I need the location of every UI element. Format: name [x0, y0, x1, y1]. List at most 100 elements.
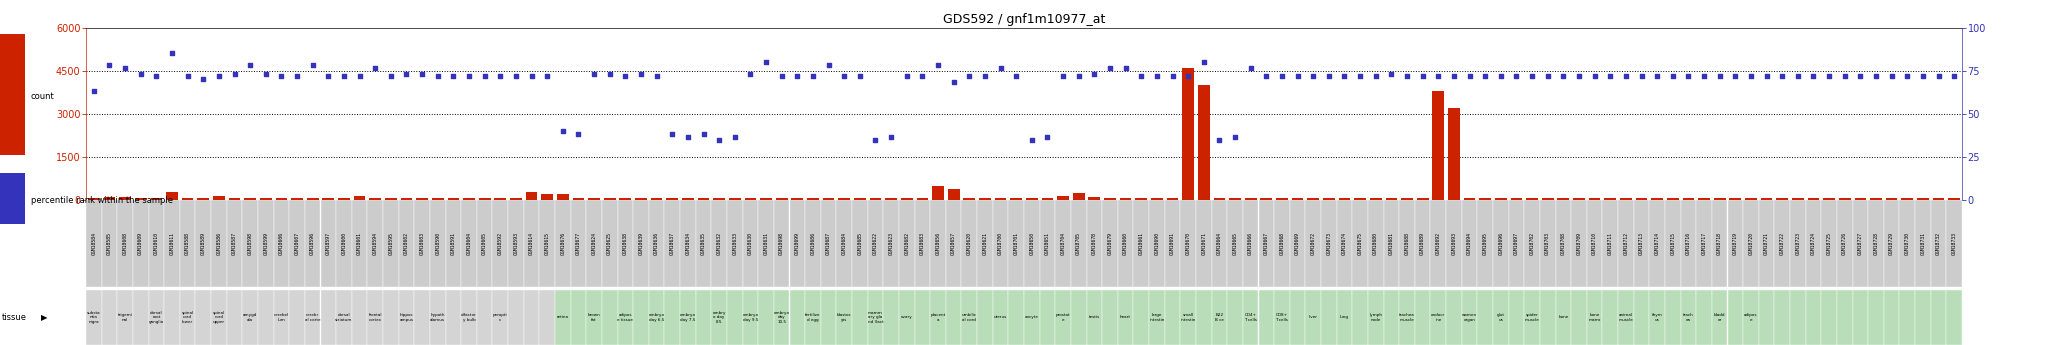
Bar — [1321, 200, 1337, 287]
Bar — [805, 200, 821, 287]
Bar — [1102, 290, 1118, 345]
Text: GSM18695: GSM18695 — [1483, 232, 1487, 255]
Text: animal
muscle: animal muscle — [1618, 313, 1632, 322]
Bar — [383, 200, 399, 287]
Bar — [1198, 85, 1210, 200]
Bar — [1571, 290, 1587, 345]
Text: uterus: uterus — [993, 315, 1008, 319]
Bar — [213, 196, 225, 200]
Bar — [979, 198, 991, 200]
Text: GSM18697: GSM18697 — [1513, 232, 1520, 255]
Bar — [571, 290, 586, 345]
Point — [516, 74, 549, 79]
Bar — [1665, 290, 1681, 345]
Bar — [1602, 200, 1618, 287]
Bar — [1509, 290, 1524, 345]
Text: GSM18669: GSM18669 — [1294, 232, 1300, 255]
Bar — [367, 290, 383, 345]
Text: preopti
c: preopti c — [494, 313, 508, 322]
Bar — [1634, 200, 1649, 287]
Bar — [1024, 290, 1040, 345]
Point — [483, 74, 516, 79]
Bar — [477, 200, 492, 287]
Text: GSM18585: GSM18585 — [106, 232, 113, 255]
Text: GSM18625: GSM18625 — [606, 232, 612, 255]
Bar — [899, 200, 915, 287]
Text: GSM18725: GSM18725 — [1827, 232, 1831, 255]
Text: GSM18587: GSM18587 — [231, 232, 238, 255]
Bar — [1618, 290, 1634, 345]
Bar — [211, 290, 227, 345]
Bar — [1464, 198, 1475, 200]
Bar — [1806, 290, 1821, 345]
Point — [891, 74, 924, 79]
Bar — [195, 290, 211, 345]
Bar — [758, 290, 774, 345]
Point — [1751, 74, 1784, 79]
Text: GSM18719: GSM18719 — [1733, 232, 1739, 255]
Bar — [745, 198, 756, 200]
Text: GSM18704: GSM18704 — [1061, 232, 1065, 255]
Bar — [1274, 290, 1290, 345]
Text: GSM18701: GSM18701 — [1014, 232, 1018, 255]
Text: GSM18597: GSM18597 — [326, 232, 332, 255]
Point — [922, 62, 954, 68]
Point — [688, 131, 721, 137]
Bar — [1087, 290, 1102, 345]
Bar — [946, 200, 961, 287]
Point — [172, 74, 205, 79]
Bar — [195, 200, 211, 287]
Point — [358, 65, 391, 71]
Bar — [1868, 290, 1884, 345]
Bar — [1901, 198, 1913, 200]
Bar — [1133, 200, 1149, 287]
Text: GSM18611: GSM18611 — [170, 232, 174, 255]
Bar — [479, 198, 492, 200]
Text: GSM18708: GSM18708 — [1561, 232, 1567, 255]
Bar — [993, 200, 1008, 287]
Bar — [274, 290, 289, 345]
Text: embryo
day 7.5: embryo day 7.5 — [680, 313, 696, 322]
Text: dorsal
root
ganglia: dorsal root ganglia — [150, 311, 164, 324]
Bar — [680, 290, 696, 345]
Point — [219, 71, 252, 76]
Bar — [1898, 200, 1915, 287]
Bar — [133, 290, 150, 345]
Point — [1016, 137, 1049, 142]
Text: GSM18726: GSM18726 — [1843, 232, 1847, 255]
Point — [561, 131, 594, 137]
Text: tissue: tissue — [2, 313, 27, 322]
Text: liver: liver — [1309, 315, 1317, 319]
Bar — [1915, 200, 1931, 287]
Point — [1249, 74, 1282, 79]
Text: GSM18588: GSM18588 — [184, 232, 190, 255]
Text: GSM18690: GSM18690 — [1155, 232, 1159, 255]
Text: fertilize
d egg: fertilize d egg — [805, 313, 821, 322]
Bar — [995, 198, 1006, 200]
Point — [125, 71, 158, 76]
Text: GSM18593: GSM18593 — [514, 232, 518, 255]
Bar — [524, 290, 539, 345]
Point — [1157, 74, 1190, 79]
Bar — [1274, 200, 1290, 287]
Bar — [1729, 200, 1743, 287]
Bar — [1448, 108, 1460, 200]
Bar — [1008, 200, 1024, 287]
Point — [1343, 74, 1376, 79]
Point — [422, 74, 455, 79]
Point — [952, 74, 985, 79]
Bar — [1915, 290, 1931, 345]
Bar — [586, 200, 602, 287]
Text: GSM18674: GSM18674 — [1341, 232, 1348, 255]
Text: GSM18609: GSM18609 — [137, 232, 143, 255]
Text: ovary: ovary — [901, 315, 913, 319]
Point — [1843, 74, 1876, 79]
Point — [1579, 74, 1612, 79]
Point — [92, 62, 125, 68]
Text: GSM18694: GSM18694 — [1466, 232, 1473, 255]
Point — [1030, 134, 1063, 140]
Point — [328, 74, 360, 79]
Point — [1937, 74, 1970, 79]
Bar — [1898, 290, 1915, 345]
Point — [969, 74, 1001, 79]
